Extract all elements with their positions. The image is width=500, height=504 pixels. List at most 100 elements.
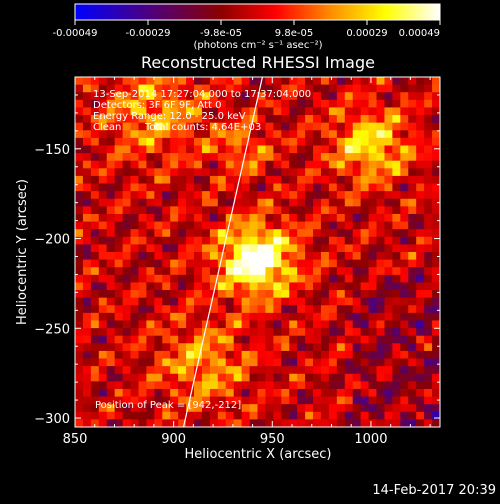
heatmap-cell xyxy=(352,411,362,420)
heatmap-cell xyxy=(122,115,132,124)
heatmap-cell xyxy=(201,191,211,200)
heatmap-cell xyxy=(98,77,108,86)
heatmap-cell xyxy=(130,160,139,169)
heatmap-cell xyxy=(305,373,314,382)
heatmap-cell xyxy=(416,312,425,321)
heatmap-cell xyxy=(75,335,84,344)
heatmap-cell xyxy=(90,274,100,283)
heatmap-cell xyxy=(225,107,235,116)
heatmap-cell xyxy=(122,107,132,116)
heatmap-cell xyxy=(328,145,338,154)
heatmap-cell xyxy=(352,335,362,344)
colorbar-unit-label: (photons cm⁻² s⁻¹ asec⁻²) xyxy=(193,40,322,51)
heatmap-cell xyxy=(352,99,362,108)
heatmap-cell xyxy=(265,274,274,283)
heatmap-cell xyxy=(257,366,266,375)
heatmap-cell xyxy=(106,358,116,367)
heatmap-cell xyxy=(82,259,92,268)
heatmap-cell xyxy=(344,160,354,169)
heatmap-cell xyxy=(209,305,219,314)
heatmap-cell xyxy=(98,236,108,245)
heatmap-cell xyxy=(328,191,338,200)
heatmap-cell xyxy=(281,153,290,162)
heatmap-cell xyxy=(305,198,314,207)
heatmap-cell xyxy=(408,122,417,131)
heatmap-cell xyxy=(138,213,147,223)
heatmap-cell xyxy=(162,115,171,124)
heatmap-cell xyxy=(90,373,100,382)
heatmap-cell xyxy=(360,328,370,337)
heatmap-cell xyxy=(281,175,290,185)
heatmap-cell xyxy=(273,388,282,398)
heatmap-cell xyxy=(320,99,330,108)
heatmap-cell xyxy=(344,373,354,382)
heatmap-cell xyxy=(154,335,163,344)
heatmap-cell xyxy=(233,145,243,154)
heatmap-cell xyxy=(75,350,84,360)
heatmap-cell xyxy=(106,107,116,116)
heatmap-cell xyxy=(82,137,92,146)
heatmap-cell xyxy=(82,388,92,398)
heatmap-cell xyxy=(75,274,84,283)
heatmap-cell xyxy=(281,221,290,230)
heatmap-cell xyxy=(186,312,195,321)
heatmap-cell xyxy=(178,145,187,154)
heatmap-cell xyxy=(297,84,306,93)
heatmap-cell xyxy=(170,419,179,427)
heatmap-cell xyxy=(289,312,298,321)
heatmap-cell xyxy=(241,305,251,314)
heatmap-cell xyxy=(320,320,330,329)
heatmap-cell xyxy=(424,343,433,352)
heatmap-cell xyxy=(138,145,147,154)
heatmap-cell xyxy=(281,115,290,124)
heatmap-cell xyxy=(225,168,235,177)
heatmap-cell xyxy=(432,404,440,413)
heatmap-cell xyxy=(233,396,243,405)
heatmap-cell xyxy=(265,92,274,101)
heatmap-cell xyxy=(352,419,362,427)
heatmap-cell xyxy=(146,145,155,154)
heatmap-cell xyxy=(392,419,401,427)
heatmap-cell xyxy=(122,145,132,154)
heatmap-cell xyxy=(416,221,425,230)
heatmap-cell xyxy=(257,335,266,344)
heatmap-cell xyxy=(178,274,187,283)
heatmap-cell xyxy=(344,77,354,86)
heatmap-cell xyxy=(400,183,409,192)
heatmap-cell xyxy=(209,115,219,124)
heatmap-cell xyxy=(416,175,425,185)
heatmap-cell xyxy=(209,168,219,177)
heatmap-cell xyxy=(217,282,227,291)
heatmap-cell xyxy=(130,381,139,390)
heatmap-cell xyxy=(225,137,235,146)
heatmap-cell xyxy=(106,320,116,329)
heatmap-cell xyxy=(289,305,298,314)
heatmap-cell xyxy=(186,168,195,177)
heatmap-cell xyxy=(376,404,385,413)
heatmap-cell xyxy=(297,312,306,321)
heatmap-cell xyxy=(392,404,401,413)
heatmap-cell xyxy=(138,259,147,268)
heatmap-cell xyxy=(360,274,370,283)
heatmap-cell xyxy=(408,388,417,398)
heatmap-cell xyxy=(130,236,139,245)
plot-frame xyxy=(74,76,441,428)
heatmap-cell xyxy=(225,282,235,291)
heatmap-cell xyxy=(281,122,290,131)
heatmap-cell xyxy=(424,274,433,283)
heatmap-cell xyxy=(98,244,108,253)
heatmap-cell xyxy=(194,274,203,283)
heatmap-cell xyxy=(209,358,219,367)
heatmap-cell xyxy=(265,229,274,238)
heatmap-cell xyxy=(281,137,290,146)
heatmap-cell xyxy=(194,175,203,185)
heatmap-cell xyxy=(233,92,243,101)
heatmap-cell xyxy=(328,297,338,306)
heatmap-cell xyxy=(106,381,116,390)
heatmap-cell xyxy=(138,236,147,245)
heatmap-cell xyxy=(400,388,409,398)
heatmap-cell xyxy=(82,328,92,337)
heatmap-cell xyxy=(82,267,92,276)
heatmap-cell xyxy=(376,221,385,230)
heatmap-cell xyxy=(400,198,409,207)
